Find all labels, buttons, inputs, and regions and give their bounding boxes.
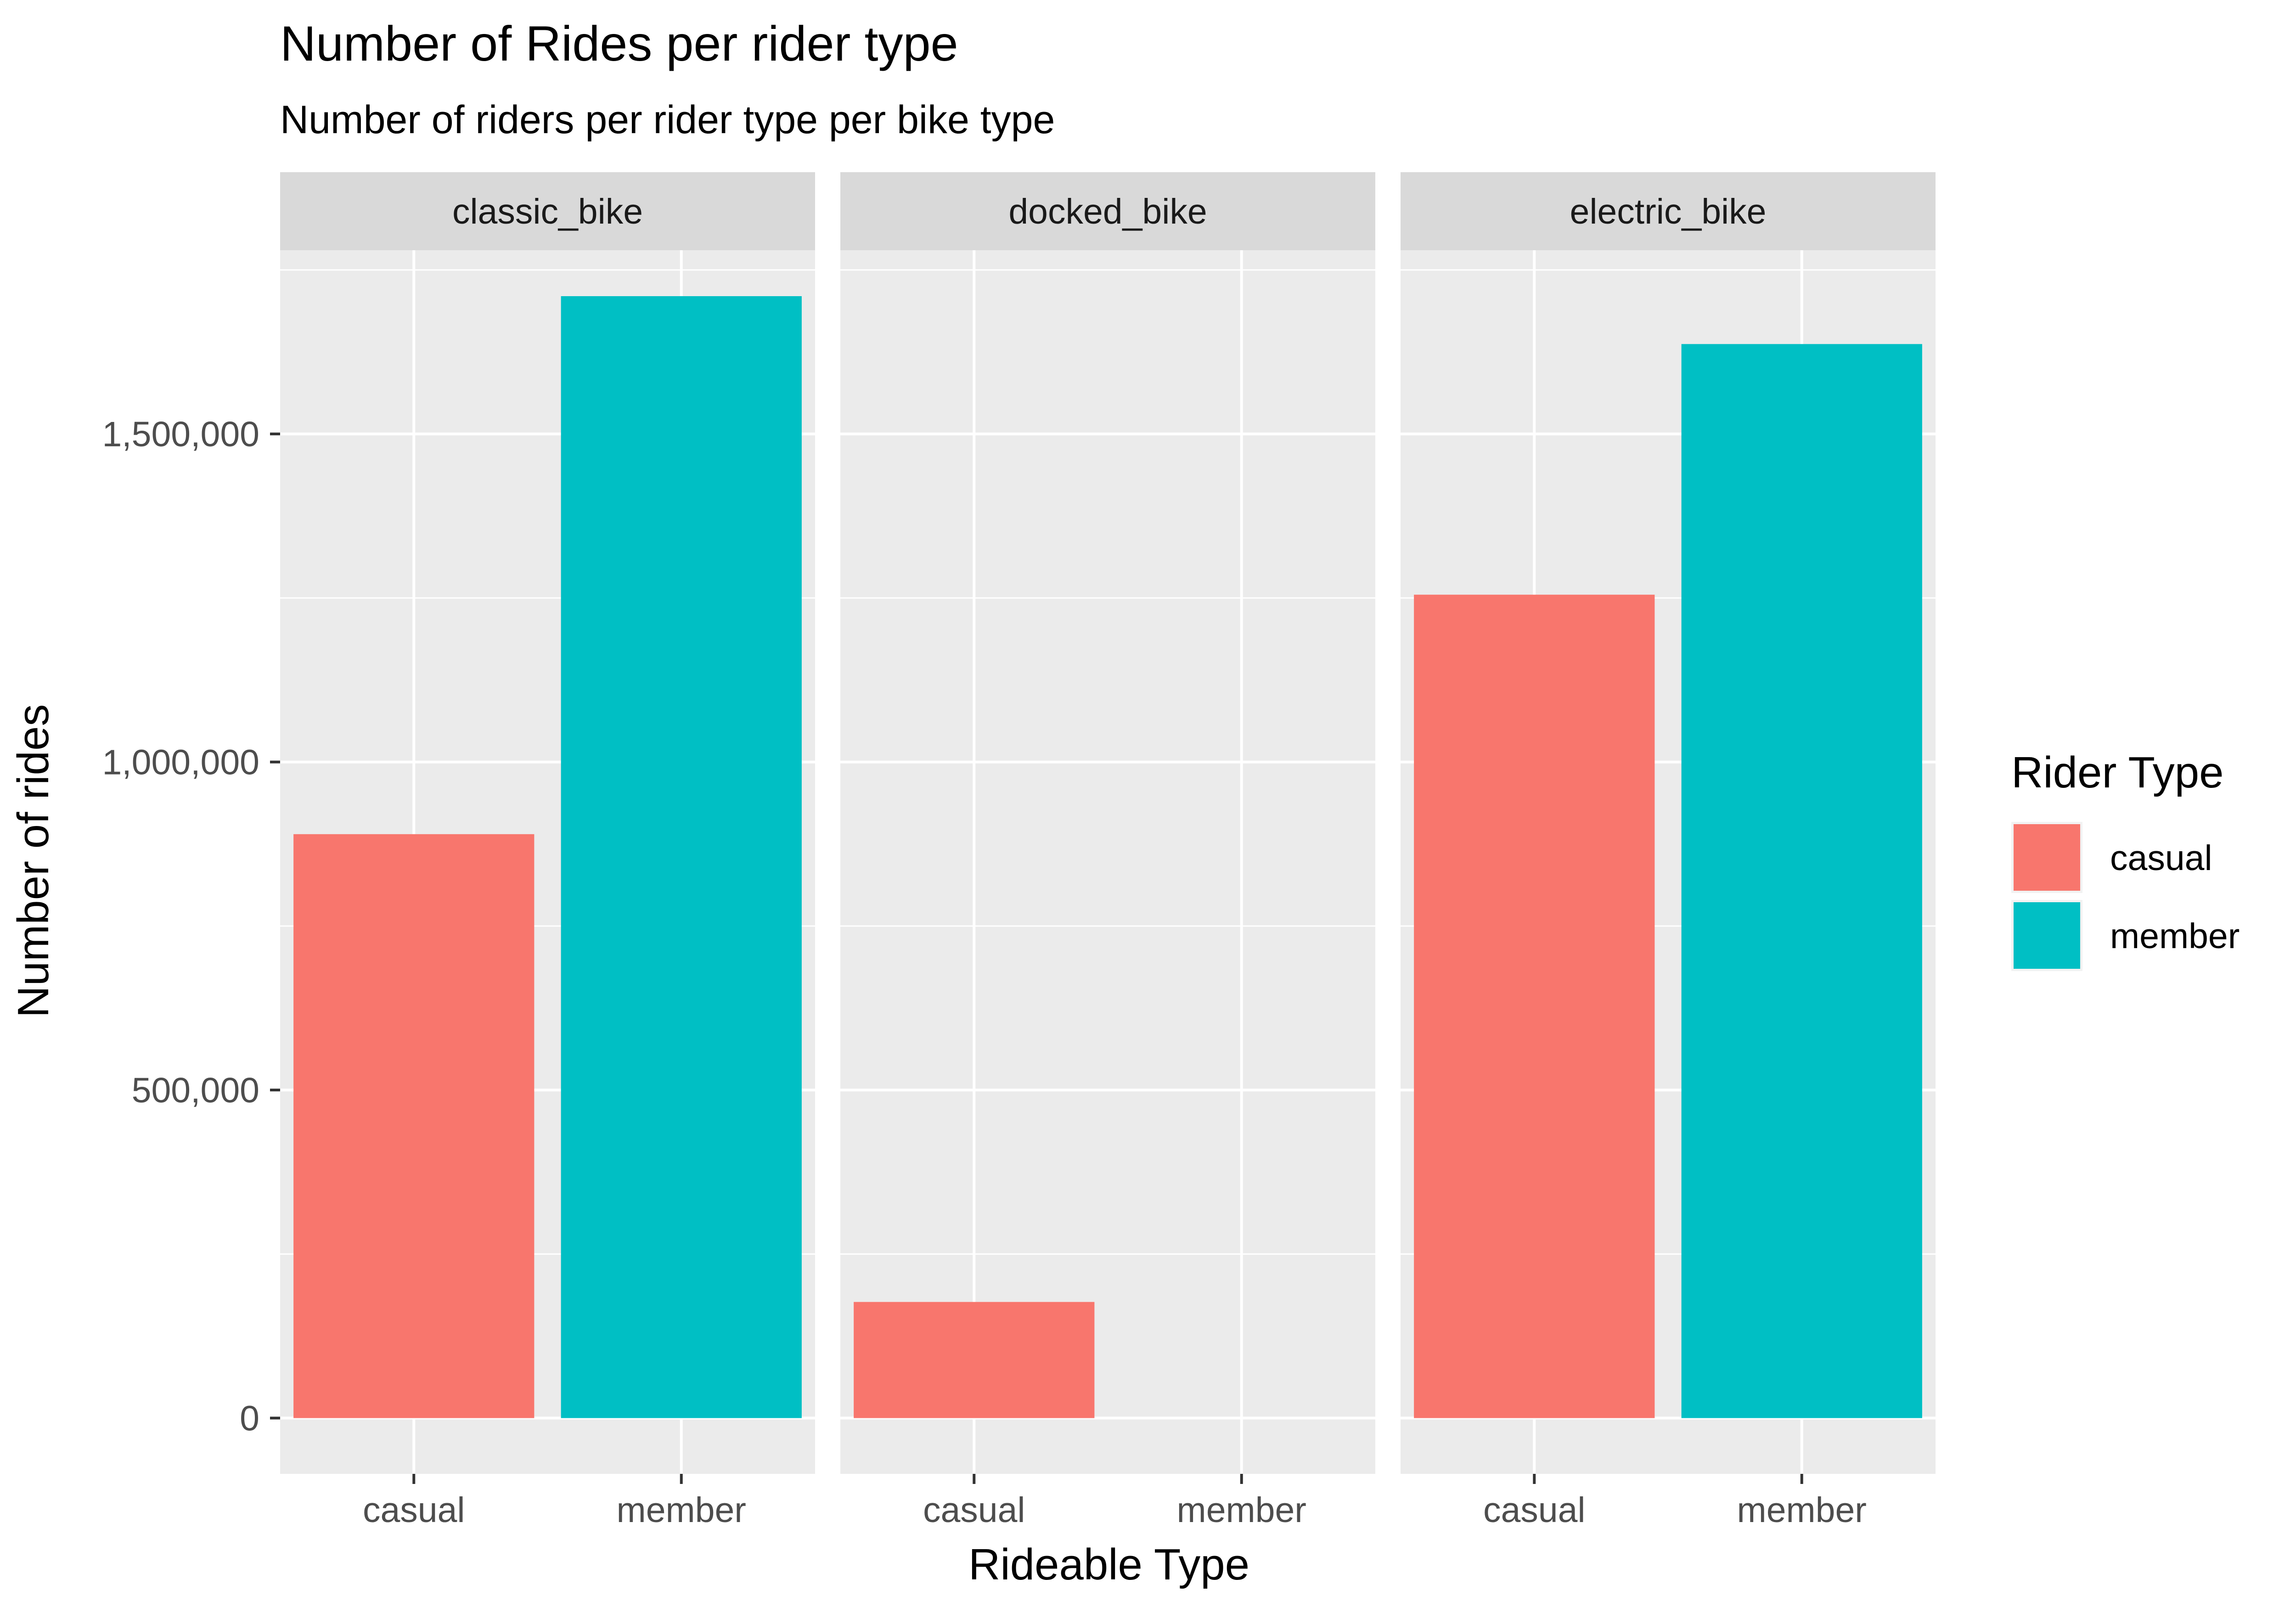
bar-electric_bike-casual bbox=[1414, 595, 1655, 1418]
facet-strip bbox=[1401, 172, 1936, 250]
y-tick-label: 0 bbox=[240, 1399, 259, 1438]
panel-background bbox=[840, 250, 1375, 1474]
x-tick-label: member bbox=[1177, 1490, 1306, 1530]
facet-strip-label: electric_bike bbox=[1570, 192, 1767, 231]
chart-subtitle: Number of riders per rider type per bike… bbox=[280, 98, 1055, 142]
legend: Rider Type casual member bbox=[2011, 748, 2240, 971]
x-tick-label: casual bbox=[1483, 1490, 1586, 1530]
bar-classic_bike-member bbox=[561, 296, 802, 1418]
facet-strip-label: docked_bike bbox=[1008, 192, 1207, 231]
x-tick-label: casual bbox=[923, 1490, 1025, 1530]
facet-strip-label: classic_bike bbox=[452, 192, 643, 231]
bar-docked_bike-casual bbox=[854, 1302, 1095, 1418]
facet-strip bbox=[840, 172, 1375, 250]
x-axis-title: Rideable Type bbox=[968, 1540, 1249, 1589]
x-tick-label: member bbox=[617, 1490, 746, 1530]
bar-classic_bike-casual bbox=[293, 834, 535, 1418]
y-tick-label: 1,500,000 bbox=[102, 415, 259, 454]
legend-swatch-casual bbox=[2014, 824, 2080, 891]
legend-label-casual: casual bbox=[2110, 838, 2212, 878]
bar-electric_bike-member bbox=[1681, 344, 1922, 1418]
x-tick-label: casual bbox=[363, 1490, 465, 1530]
x-tick-label: member bbox=[1737, 1490, 1867, 1530]
y-tick-label: 500,000 bbox=[132, 1071, 259, 1110]
legend-swatch-member bbox=[2014, 902, 2080, 969]
chart-title: Number of Rides per rider type bbox=[280, 16, 958, 71]
legend-label-member: member bbox=[2110, 916, 2240, 956]
y-tick-label: 1,000,000 bbox=[102, 743, 259, 782]
legend-title: Rider Type bbox=[2011, 748, 2223, 797]
y-axis: 0 500,000 1,000,000 1,500,000 bbox=[102, 415, 280, 1438]
y-axis-title: Number of rides bbox=[9, 704, 58, 1018]
facet-strip bbox=[280, 172, 815, 250]
